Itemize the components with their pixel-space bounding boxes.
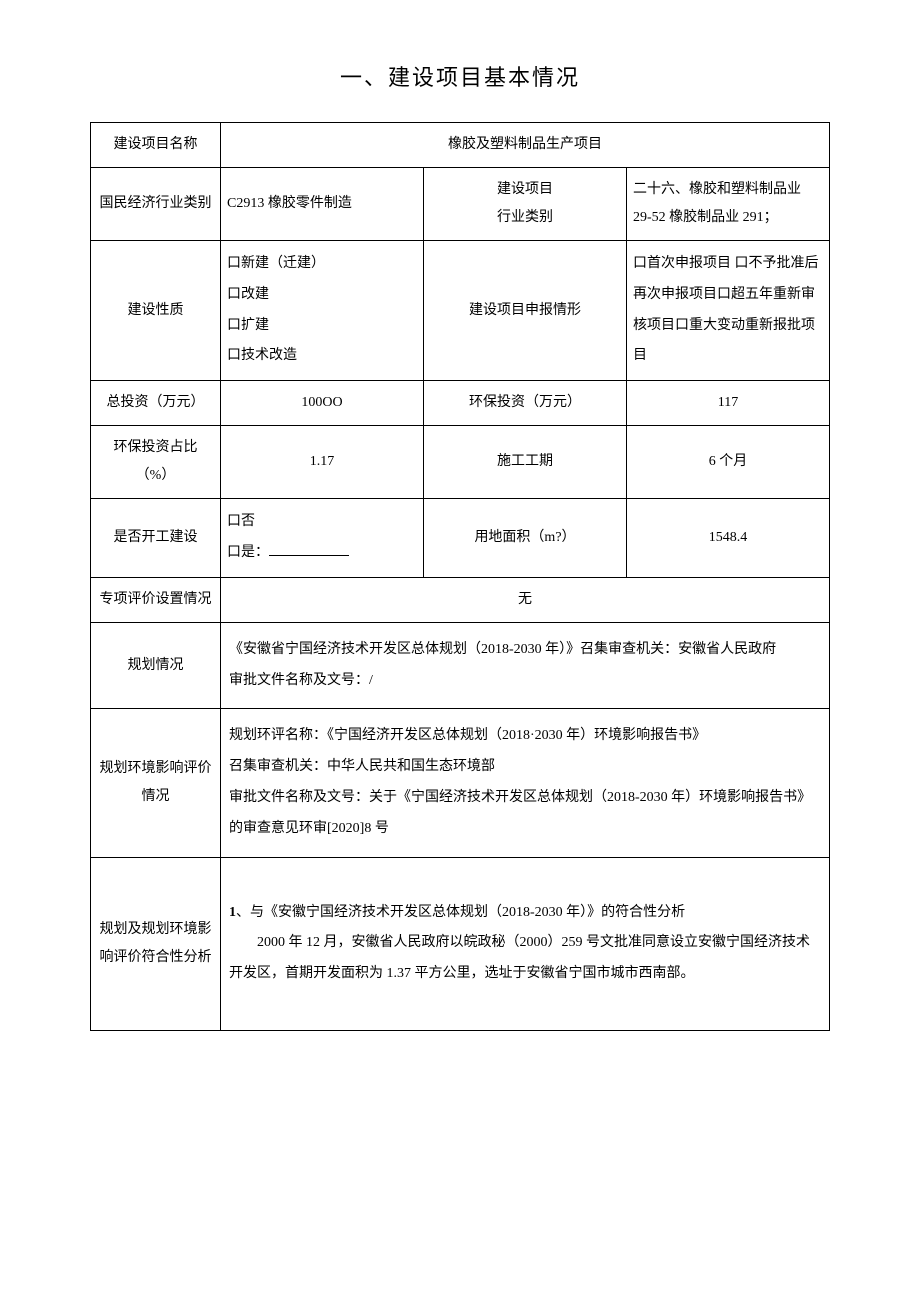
value-project-industry: 二十六、橡胶和塑料制品业 29-52 橡胶制品业 291； xyxy=(627,168,830,241)
label-planning-info: 规划情况 xyxy=(91,622,221,709)
label-industry-category: 国民经济行业类别 xyxy=(91,168,221,241)
value-construction-started: 口否 口是： xyxy=(221,499,424,578)
value-env-investment: 117 xyxy=(627,381,830,426)
analysis-para: 1、与《安徽宁国经济技术开发区总体规划（2018-2030 年）》的符合性分析 xyxy=(229,898,821,929)
table-row: 总投资（万元） 100OO 环保投资（万元） 117 xyxy=(91,381,830,426)
label-land-area: 用地面积（m?） xyxy=(424,499,627,578)
project-info-table: 建设项目名称 橡胶及塑料制品生产项目 国民经济行业类别 C2913 橡胶零件制造… xyxy=(90,122,830,1031)
value-construction-period: 6 个月 xyxy=(627,426,830,499)
label-planning-env-eval: 规划环境影响评价情况 xyxy=(91,709,221,857)
table-row: 建设项目名称 橡胶及塑料制品生产项目 xyxy=(91,123,830,168)
label-special-eval: 专项评价设置情况 xyxy=(91,577,221,622)
document-title: 一、建设项目基本情况 xyxy=(90,60,830,92)
value-env-ratio: 1.17 xyxy=(221,426,424,499)
label-application-status: 建设项目申报情形 xyxy=(424,241,627,381)
label-conformity-analysis: 规划及规划环境影响评价符合性分析 xyxy=(91,857,221,1030)
bold-number: 1 xyxy=(229,905,236,920)
checkbox-option: 口是： xyxy=(227,545,269,560)
label-env-ratio: 环保投资占比 （%） xyxy=(91,426,221,499)
checkbox-option: 口否 xyxy=(227,514,255,529)
table-row: 是否开工建设 口否 口是： 用地面积（m?） 1548.4 xyxy=(91,499,830,578)
value-planning-env-eval: 规划环评名称：《宁国经济开发区总体规划（2018·2030 年）环境影响报告书》… xyxy=(221,709,830,857)
planning-line: 《安徽省宁国经济技术开发区总体规划（2018-2030 年）》召集审查机关：安徽… xyxy=(229,635,821,666)
value-application-status: 口首次申报项目 口不予批准后再次申报项目口超五年重新审核项目口重大变动重新报批项… xyxy=(627,241,830,381)
table-row: 建设性质 口新建（迁建） 口改建 口扩建 口技术改造 建设项目申报情形 口首次申… xyxy=(91,241,830,381)
value-project-name: 橡胶及塑料制品生产项目 xyxy=(221,123,830,168)
table-row: 规划情况 《安徽省宁国经济技术开发区总体规划（2018-2030 年）》召集审查… xyxy=(91,622,830,709)
checkbox-option: 口扩建 xyxy=(227,318,269,333)
planning-line: 审批文件名称及文号：/ xyxy=(229,666,821,697)
analysis-para: 2000 年 12 月，安徽省人民政府以皖政秘（2000）259 号文批准同意设… xyxy=(229,928,821,990)
checkbox-option: 口改建 xyxy=(227,287,269,302)
value-special-eval: 无 xyxy=(221,577,830,622)
table-row: 环保投资占比 （%） 1.17 施工工期 6 个月 xyxy=(91,426,830,499)
label-project-industry: 建设项目 行业类别 xyxy=(424,168,627,241)
checkbox-option: 口新建（迁建） xyxy=(227,256,325,271)
table-row: 规划环境影响评价情况 规划环评名称：《宁国经济开发区总体规划（2018·2030… xyxy=(91,709,830,857)
label-construction-started: 是否开工建设 xyxy=(91,499,221,578)
checkbox-option: 口技术改造 xyxy=(227,348,297,363)
label-project-name: 建设项目名称 xyxy=(91,123,221,168)
value-construction-nature: 口新建（迁建） 口改建 口扩建 口技术改造 xyxy=(221,241,424,381)
eval-line: 召集审查机关：中华人民共和国生态环境部 xyxy=(229,752,821,783)
value-total-investment: 100OO xyxy=(221,381,424,426)
label-env-investment: 环保投资（万元） xyxy=(424,381,627,426)
value-industry-code: C2913 橡胶零件制造 xyxy=(221,168,424,241)
table-row: 专项评价设置情况 无 xyxy=(91,577,830,622)
label-total-investment: 总投资（万元） xyxy=(91,381,221,426)
value-conformity-analysis: 1、与《安徽宁国经济技术开发区总体规划（2018-2030 年）》的符合性分析 … xyxy=(221,857,830,1030)
label-construction-nature: 建设性质 xyxy=(91,241,221,381)
value-planning-info: 《安徽省宁国经济技术开发区总体规划（2018-2030 年）》召集审查机关：安徽… xyxy=(221,622,830,709)
table-row: 国民经济行业类别 C2913 橡胶零件制造 建设项目 行业类别 二十六、橡胶和塑… xyxy=(91,168,830,241)
eval-line: 审批文件名称及文号：关于《宁国经济技术开发区总体规划（2018-2030 年）环… xyxy=(229,783,821,845)
value-land-area: 1548.4 xyxy=(627,499,830,578)
blank-underline xyxy=(269,555,349,556)
eval-line: 规划环评名称：《宁国经济开发区总体规划（2018·2030 年）环境影响报告书》 xyxy=(229,721,821,752)
table-row: 规划及规划环境影响评价符合性分析 1、与《安徽宁国经济技术开发区总体规划（201… xyxy=(91,857,830,1030)
label-construction-period: 施工工期 xyxy=(424,426,627,499)
